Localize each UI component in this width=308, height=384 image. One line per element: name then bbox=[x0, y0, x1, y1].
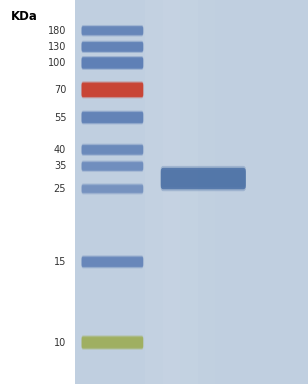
FancyBboxPatch shape bbox=[82, 27, 143, 36]
Bar bbox=[197, 0, 233, 384]
FancyBboxPatch shape bbox=[82, 184, 143, 194]
Text: KDa: KDa bbox=[11, 10, 38, 23]
FancyBboxPatch shape bbox=[82, 258, 143, 268]
Text: 10: 10 bbox=[54, 338, 66, 348]
Bar bbox=[145, 0, 180, 384]
FancyBboxPatch shape bbox=[82, 146, 143, 156]
FancyBboxPatch shape bbox=[82, 336, 143, 349]
Bar bbox=[180, 0, 215, 384]
FancyBboxPatch shape bbox=[161, 170, 246, 191]
FancyBboxPatch shape bbox=[82, 257, 143, 267]
Text: 130: 130 bbox=[48, 42, 66, 52]
FancyBboxPatch shape bbox=[82, 42, 143, 52]
FancyBboxPatch shape bbox=[82, 43, 143, 53]
FancyBboxPatch shape bbox=[82, 58, 143, 70]
FancyBboxPatch shape bbox=[82, 41, 143, 51]
FancyBboxPatch shape bbox=[82, 112, 143, 123]
FancyBboxPatch shape bbox=[82, 26, 143, 35]
Text: 180: 180 bbox=[48, 26, 66, 36]
FancyBboxPatch shape bbox=[82, 83, 143, 97]
FancyBboxPatch shape bbox=[82, 25, 143, 34]
Bar bbox=[215, 0, 250, 384]
Text: 25: 25 bbox=[54, 184, 66, 194]
FancyBboxPatch shape bbox=[82, 57, 143, 69]
FancyBboxPatch shape bbox=[82, 338, 143, 350]
FancyBboxPatch shape bbox=[82, 161, 143, 170]
FancyBboxPatch shape bbox=[82, 162, 143, 171]
FancyBboxPatch shape bbox=[82, 145, 143, 155]
FancyBboxPatch shape bbox=[82, 113, 143, 124]
Bar bbox=[75, 0, 308, 384]
Bar bbox=[0, 0, 75, 384]
FancyBboxPatch shape bbox=[82, 84, 143, 98]
FancyBboxPatch shape bbox=[82, 163, 143, 172]
FancyBboxPatch shape bbox=[161, 166, 246, 187]
FancyBboxPatch shape bbox=[82, 335, 143, 348]
Bar bbox=[163, 0, 197, 384]
Text: 55: 55 bbox=[54, 113, 66, 122]
FancyBboxPatch shape bbox=[82, 255, 143, 266]
Text: 100: 100 bbox=[48, 58, 66, 68]
FancyBboxPatch shape bbox=[82, 183, 143, 192]
FancyBboxPatch shape bbox=[82, 186, 143, 194]
FancyBboxPatch shape bbox=[161, 168, 246, 189]
Text: 40: 40 bbox=[54, 145, 66, 155]
Text: 70: 70 bbox=[54, 85, 66, 95]
FancyBboxPatch shape bbox=[82, 56, 143, 68]
Text: 35: 35 bbox=[54, 161, 66, 171]
FancyBboxPatch shape bbox=[82, 81, 143, 96]
FancyBboxPatch shape bbox=[82, 111, 143, 122]
FancyBboxPatch shape bbox=[82, 144, 143, 154]
Text: 15: 15 bbox=[54, 257, 66, 267]
